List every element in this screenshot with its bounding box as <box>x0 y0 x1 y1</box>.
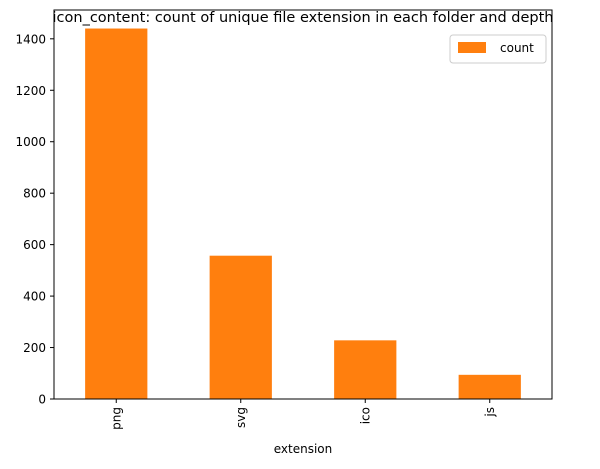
y-tick-label: 800 <box>23 187 46 201</box>
bar-png <box>85 28 148 400</box>
y-tick-label: 400 <box>23 290 46 304</box>
bar-ico <box>334 340 397 399</box>
chart-title: icon_content: count of unique file exten… <box>53 10 554 26</box>
y-tick-label: 1400 <box>15 32 46 46</box>
bar-js <box>458 374 521 399</box>
x-tick-label: svg <box>234 407 248 428</box>
y-tick-label: 1200 <box>15 84 46 98</box>
x-axis-label: extension <box>274 442 333 456</box>
bar-svg <box>209 255 272 399</box>
legend-swatch <box>458 42 486 53</box>
y-axis: 0 200 400 600 800 1000 1200 1400 <box>15 32 54 407</box>
x-tick-label: png <box>109 407 123 430</box>
legend: count <box>449 34 547 64</box>
y-tick-label: 1000 <box>15 135 46 149</box>
bars <box>85 28 521 400</box>
y-tick-label: 600 <box>23 238 46 252</box>
y-tick-label: 0 <box>38 393 46 407</box>
x-tick-label: ico <box>358 407 372 424</box>
plot-frame <box>53 9 553 400</box>
x-tick-label: js <box>483 407 497 418</box>
x-axis: png svg ico js <box>109 399 497 430</box>
y-tick-label: 200 <box>23 341 46 355</box>
legend-label: count <box>500 41 534 55</box>
